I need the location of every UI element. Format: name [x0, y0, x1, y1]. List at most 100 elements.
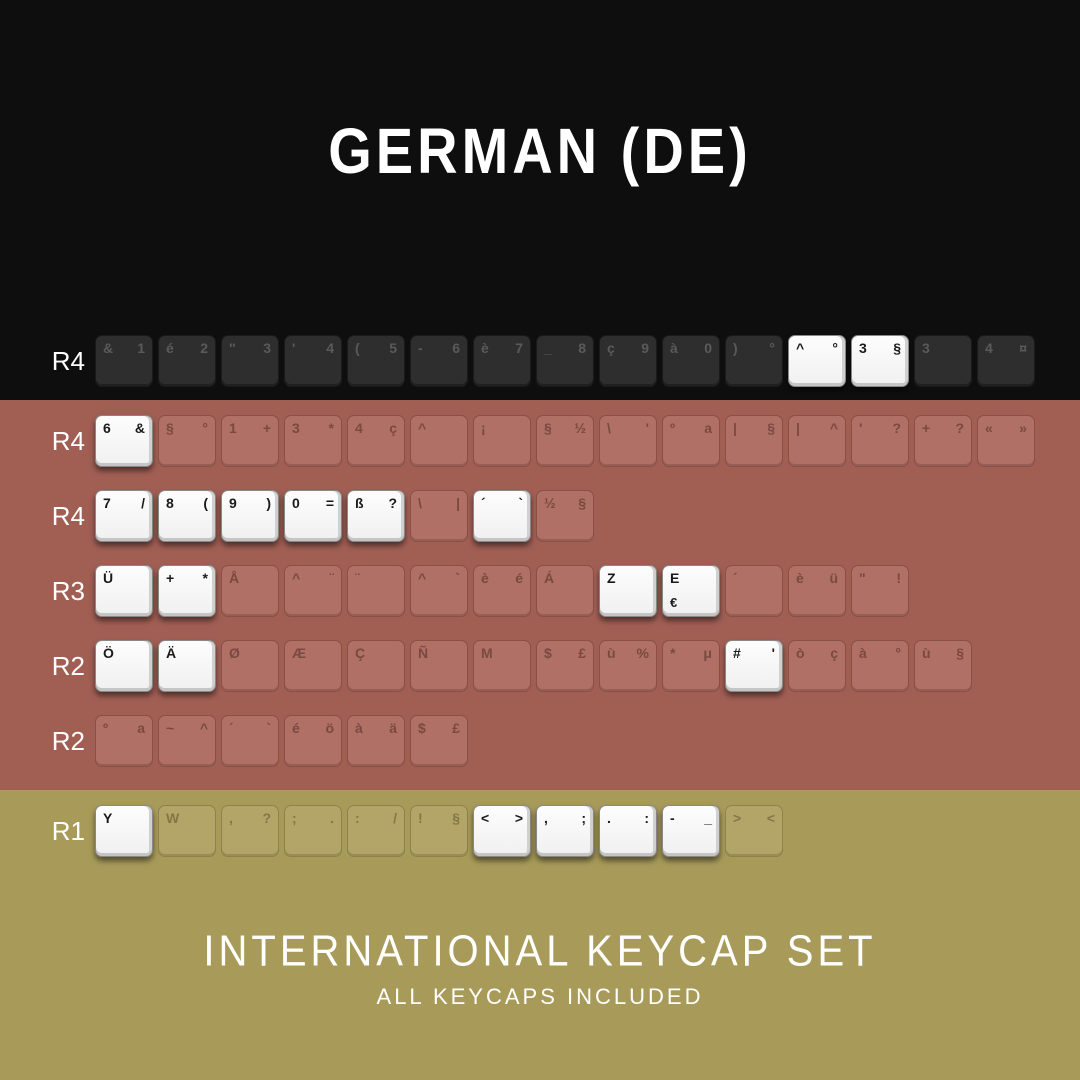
- keycap: _8: [536, 335, 594, 387]
- keycap: "3: [221, 335, 279, 387]
- row-0: R4&1é2"3'4(5-6è7_8ç9à0)°^°3§34¤: [25, 335, 1035, 387]
- keycap: ^: [410, 415, 468, 467]
- keycap: ,?: [221, 805, 279, 857]
- keycap: ´: [725, 565, 783, 617]
- keycap: *μ: [662, 640, 720, 692]
- key-group: 6&§°1+3*4ç^¡§½\'ºa|§|^'?+?«»: [95, 415, 1035, 467]
- keycap: ^`: [410, 565, 468, 617]
- keycap: (5: [347, 335, 405, 387]
- keycap: ~^: [158, 715, 216, 767]
- keycap: W: [158, 805, 216, 857]
- keycap: |§: [725, 415, 783, 467]
- keycap: òç: [788, 640, 846, 692]
- keycap: Y: [95, 805, 153, 857]
- keycap: <>: [473, 805, 531, 857]
- keycap: !§: [410, 805, 468, 857]
- keycap: -_: [662, 805, 720, 857]
- keycap: ´`: [221, 715, 279, 767]
- row-4: R2 ÖÄØÆÇÑM$£ù%*μ#'òçà°ù§: [25, 640, 972, 692]
- keycap: ¨: [347, 565, 405, 617]
- footer: INTERNATIONAL KEYCAP SET ALL KEYCAPS INC…: [0, 929, 1080, 1010]
- keycap: '4: [284, 335, 342, 387]
- footer-line2: ALL KEYCAPS INCLUDED: [0, 984, 1080, 1010]
- row-6: R1 YW,?;.:/!§<>,;.:-_><: [25, 805, 783, 857]
- key-group: 7/8(9)0=ß?\|´`½§: [95, 490, 594, 542]
- keycap: 0=: [284, 490, 342, 542]
- row-1: R46&§°1+3*4ç^¡§½\'ºa|§|^'?+?«»: [25, 415, 1035, 467]
- row-label: R4: [25, 346, 85, 377]
- keycap: -6: [410, 335, 468, 387]
- keycap: .:: [599, 805, 657, 857]
- keycap: ù%: [599, 640, 657, 692]
- keycap: éö: [284, 715, 342, 767]
- page-title: GERMAN (DE): [0, 0, 1080, 188]
- keycap: Z: [599, 565, 657, 617]
- keycap: Ö: [95, 640, 153, 692]
- keycap: $£: [410, 715, 468, 767]
- keycap: &1: [95, 335, 153, 387]
- keycap: +*: [158, 565, 216, 617]
- key-group: &1é2"3'4(5-6è7_8ç9à0)°^°3§34¤: [95, 335, 1035, 387]
- keycap: 3*: [284, 415, 342, 467]
- row-label: R1: [25, 816, 85, 847]
- keycap: é2: [158, 335, 216, 387]
- keycap: ¡: [473, 415, 531, 467]
- keycap: Æ: [284, 640, 342, 692]
- keycap: èü: [788, 565, 846, 617]
- keycap: 3: [914, 335, 972, 387]
- keycap: :/: [347, 805, 405, 857]
- row-label: R4: [25, 501, 85, 532]
- keycap: )°: [725, 335, 783, 387]
- keycap: ^¨: [284, 565, 342, 617]
- keycap: ><: [725, 805, 783, 857]
- keycap: |^: [788, 415, 846, 467]
- keycap: $£: [536, 640, 594, 692]
- keycap: àä: [347, 715, 405, 767]
- keycap: ;.: [284, 805, 342, 857]
- keycap: è7: [473, 335, 531, 387]
- keycap: 4¤: [977, 335, 1035, 387]
- keycap: '?: [851, 415, 909, 467]
- row-2: R4 7/8(9)0=ß?\|´`½§: [25, 490, 594, 542]
- row-3: R3 Ü+*Å^¨¨^`èéÁZE€´èü"!: [25, 565, 909, 617]
- keycap: Ñ: [410, 640, 468, 692]
- keycap: "!: [851, 565, 909, 617]
- keycap: ,;: [536, 805, 594, 857]
- keycap: \': [599, 415, 657, 467]
- keycap: 6&: [95, 415, 153, 467]
- keycap: ´`: [473, 490, 531, 542]
- row-label: R4: [25, 426, 85, 457]
- keycap: ß?: [347, 490, 405, 542]
- footer-line1: INTERNATIONAL KEYCAP SET: [0, 927, 1080, 977]
- keycap: ù§: [914, 640, 972, 692]
- key-group: ºa~^´`éöàä$£: [95, 715, 468, 767]
- key-group: ÖÄØÆÇÑM$£ù%*μ#'òçà°ù§: [95, 640, 972, 692]
- keycap: 3§: [851, 335, 909, 387]
- keycap: Ü: [95, 565, 153, 617]
- row-5: R2 ºa~^´`éöàä$£: [25, 715, 468, 767]
- keycap: \|: [410, 490, 468, 542]
- keycap: Å: [221, 565, 279, 617]
- keycap: 1+: [221, 415, 279, 467]
- keycap: ^°: [788, 335, 846, 387]
- keycap: M: [473, 640, 531, 692]
- row-label: R2: [25, 726, 85, 757]
- keycap: ºa: [662, 415, 720, 467]
- keycap: Ç: [347, 640, 405, 692]
- keycap: Ä: [158, 640, 216, 692]
- keycap: Ø: [221, 640, 279, 692]
- row-label: R3: [25, 576, 85, 607]
- keycap: 8(: [158, 490, 216, 542]
- keycap: ºa: [95, 715, 153, 767]
- keycap: «»: [977, 415, 1035, 467]
- keycap: ç9: [599, 335, 657, 387]
- keycap: 7/: [95, 490, 153, 542]
- keycap: 9): [221, 490, 279, 542]
- keycap: #': [725, 640, 783, 692]
- row-label: R2: [25, 651, 85, 682]
- keycap: +?: [914, 415, 972, 467]
- keycap: à°: [851, 640, 909, 692]
- key-group: YW,?;.:/!§<>,;.:-_><: [95, 805, 783, 857]
- key-group: Ü+*Å^¨¨^`èéÁZE€´èü"!: [95, 565, 909, 617]
- keycap: 4ç: [347, 415, 405, 467]
